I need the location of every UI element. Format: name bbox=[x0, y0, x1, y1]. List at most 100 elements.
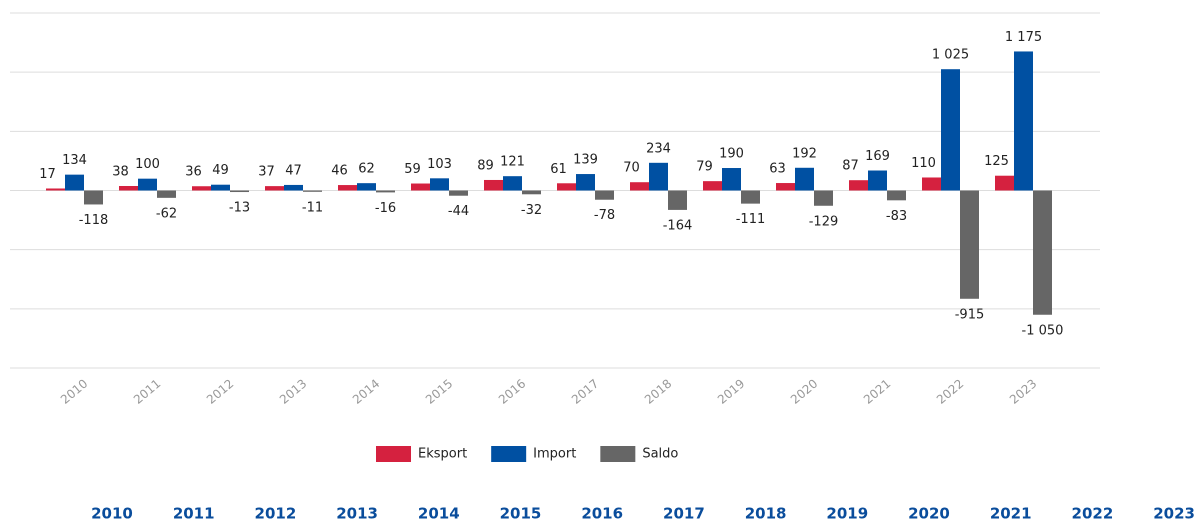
bar bbox=[741, 190, 760, 204]
bar bbox=[595, 190, 614, 200]
bar bbox=[868, 170, 887, 191]
year-link[interactable]: 2015 bbox=[500, 505, 542, 522]
data-label: 36 bbox=[185, 165, 202, 180]
bar bbox=[265, 186, 284, 191]
bar bbox=[411, 183, 430, 191]
legend-label: Saldo bbox=[642, 447, 678, 462]
bar bbox=[65, 174, 84, 191]
x-tick-label: 2019 bbox=[715, 376, 747, 406]
data-label: -62 bbox=[156, 206, 177, 221]
bar bbox=[1014, 51, 1033, 191]
data-label: -13 bbox=[229, 201, 250, 216]
data-label: 103 bbox=[427, 157, 452, 172]
bar bbox=[284, 184, 303, 191]
x-tick-label: 2018 bbox=[642, 376, 674, 406]
data-label: 192 bbox=[792, 146, 817, 161]
data-label: 63 bbox=[769, 162, 786, 177]
year-link[interactable]: 2012 bbox=[255, 505, 297, 522]
year-link[interactable]: 2011 bbox=[173, 505, 215, 522]
data-label: -129 bbox=[809, 214, 839, 229]
x-tick-label: 2013 bbox=[277, 376, 309, 406]
year-link[interactable]: 2017 bbox=[663, 505, 705, 522]
x-tick-label: 2023 bbox=[1007, 376, 1039, 406]
bar bbox=[449, 190, 468, 196]
data-label: 89 bbox=[477, 158, 494, 173]
bar bbox=[941, 69, 960, 191]
x-tick-label: 2011 bbox=[131, 376, 163, 406]
data-label: 169 bbox=[865, 149, 890, 164]
year-link[interactable]: 2020 bbox=[908, 505, 950, 522]
data-label: 87 bbox=[842, 159, 859, 174]
bar bbox=[503, 176, 522, 191]
x-tick-label: 2016 bbox=[496, 376, 528, 406]
data-label: -32 bbox=[521, 203, 542, 218]
data-label: 139 bbox=[573, 153, 598, 168]
year-link[interactable]: 2018 bbox=[745, 505, 787, 522]
year-link[interactable]: 2010 bbox=[91, 505, 133, 522]
bar bbox=[557, 183, 576, 191]
data-label: 79 bbox=[696, 160, 713, 175]
data-label: 38 bbox=[112, 165, 129, 180]
bar bbox=[376, 190, 395, 193]
bar bbox=[722, 168, 741, 191]
data-label: 1 025 bbox=[932, 48, 969, 63]
bar bbox=[338, 185, 357, 191]
bar bbox=[84, 190, 103, 205]
bar bbox=[211, 184, 230, 191]
bar bbox=[484, 179, 503, 191]
bar bbox=[357, 183, 376, 191]
bar bbox=[430, 178, 449, 191]
data-label: 49 bbox=[212, 163, 229, 178]
data-label: -111 bbox=[736, 212, 766, 227]
data-label: -16 bbox=[375, 201, 396, 216]
year-link[interactable]: 2022 bbox=[1072, 505, 1114, 522]
x-tick-label: 2010 bbox=[58, 376, 90, 406]
data-label: 62 bbox=[358, 162, 375, 177]
data-label: 110 bbox=[911, 156, 936, 171]
data-label: -44 bbox=[448, 204, 469, 219]
bar bbox=[887, 190, 906, 201]
data-label: 190 bbox=[719, 147, 744, 162]
bar bbox=[157, 190, 176, 198]
bar bbox=[703, 181, 722, 191]
bar bbox=[922, 177, 941, 191]
x-tick-label: 2022 bbox=[934, 376, 966, 406]
year-link[interactable]: 2023 bbox=[1153, 505, 1195, 522]
legend-swatch bbox=[376, 446, 411, 462]
year-link[interactable]: 2013 bbox=[336, 505, 378, 522]
data-label: -164 bbox=[663, 218, 693, 233]
data-label: 46 bbox=[331, 164, 348, 179]
x-tick-label: 2014 bbox=[350, 376, 382, 406]
x-tick-label: 2020 bbox=[788, 376, 820, 406]
data-label: -915 bbox=[955, 307, 985, 322]
bar bbox=[230, 190, 249, 193]
x-tick-label: 2012 bbox=[204, 376, 236, 406]
year-link[interactable]: 2016 bbox=[581, 505, 623, 522]
bar bbox=[995, 175, 1014, 191]
data-label: 234 bbox=[646, 141, 671, 156]
bar bbox=[522, 190, 541, 195]
bar bbox=[960, 190, 979, 299]
bar bbox=[795, 167, 814, 191]
data-label: 59 bbox=[404, 162, 421, 177]
bar bbox=[849, 180, 868, 191]
data-label: -78 bbox=[594, 208, 615, 223]
bar bbox=[303, 190, 322, 192]
x-tick-label: 2017 bbox=[569, 376, 601, 406]
bar bbox=[119, 186, 138, 191]
data-label: 1 175 bbox=[1005, 30, 1042, 45]
data-label: 100 bbox=[135, 157, 160, 172]
year-link[interactable]: 2019 bbox=[826, 505, 868, 522]
bar bbox=[138, 178, 157, 191]
x-tick-label: 2015 bbox=[423, 376, 455, 406]
data-label: 70 bbox=[623, 161, 640, 176]
year-link[interactable]: 2021 bbox=[990, 505, 1032, 522]
bar bbox=[576, 174, 595, 191]
legend-label: Import bbox=[533, 447, 576, 462]
legend-label: Eksport bbox=[418, 447, 467, 462]
data-label: 61 bbox=[550, 162, 567, 177]
bar bbox=[630, 182, 649, 191]
year-link[interactable]: 2014 bbox=[418, 505, 460, 522]
x-tick-label: 2021 bbox=[861, 376, 893, 406]
